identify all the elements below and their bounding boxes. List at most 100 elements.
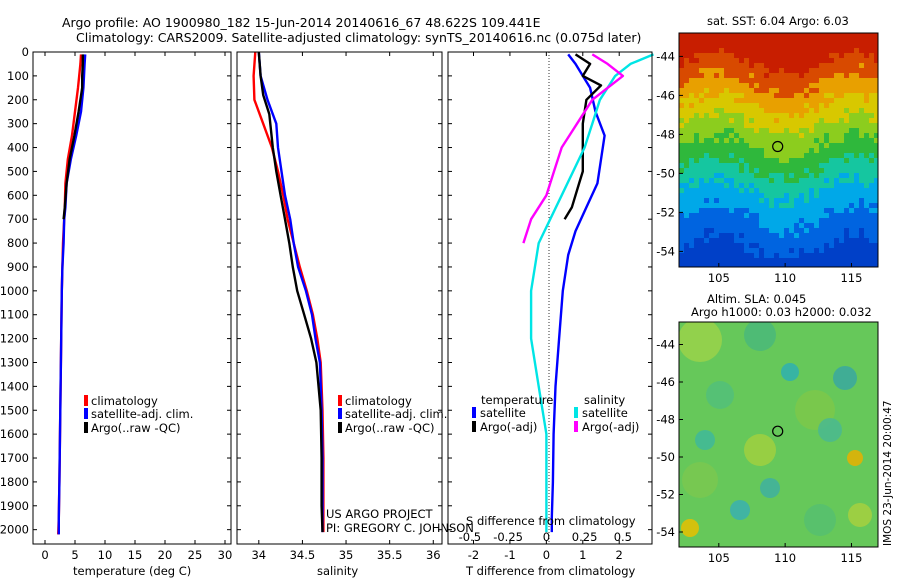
s-difference-xlabel: S difference from climatology: [466, 514, 636, 528]
lat-tick-label: -52: [656, 488, 675, 502]
lat-tick-label: -48: [656, 413, 675, 427]
depth-tick-label: 400: [7, 141, 29, 155]
legend-label-sal-satellite: satellite: [582, 406, 628, 420]
depth-tick-label: 1700: [0, 451, 29, 465]
lat-tick-label: -50: [656, 450, 675, 464]
salinity-legend: climatology satellite-adj. clim. Argo(..…: [338, 394, 447, 435]
legend-label-satellite-adj-clim: satellite-adj. clim.: [345, 407, 447, 421]
sst-map-frame: [678, 32, 879, 268]
imos-stamp: IMOS 23-Jun-2014 20:00:47: [882, 400, 894, 546]
depth-tick-label: 2000: [0, 523, 29, 537]
lon-tick-label: 115: [840, 271, 862, 285]
salinity-plot-frame: [236, 51, 443, 545]
legend-swatch-temp-argo: [472, 421, 476, 432]
lat-tick-label: -54: [656, 244, 675, 258]
depth-tick-label: 300: [7, 117, 29, 131]
depth-tick-label: 1300: [0, 355, 29, 369]
x-tick-label: 10: [98, 548, 113, 562]
legend-label-sal-argo: Argo(-adj): [582, 420, 639, 434]
x-tick-label: 5: [71, 548, 78, 562]
salinity-series: [252, 51, 325, 533]
t-difference-xlabel: T difference from climatology: [465, 564, 636, 578]
lat-tick-label: -50: [656, 166, 675, 180]
legend-swatch-argo: [338, 422, 342, 433]
x-tick-label: 2: [616, 548, 623, 562]
x-tick-label: 25: [188, 548, 203, 562]
legend-label-argo: Argo(..raw -QC): [91, 421, 181, 435]
lat-tick-label: -46: [656, 375, 675, 389]
depth-axis-ticks: 0 100 200 300 400 500 600 700 800 900 1000 1100 1200…: [0, 45, 652, 537]
temperature-axis-ticks: 0 5 10 15 20 25 30: [41, 52, 232, 562]
x-tick-label: 0: [41, 548, 48, 562]
lat-tick-label: -44: [656, 49, 675, 63]
credit-line1: US ARGO PROJECT: [326, 507, 434, 521]
sst-map-pixels: [679, 33, 878, 267]
x-tick-label: 34: [251, 548, 266, 562]
lon-tick-label: 105: [708, 271, 730, 285]
lon-tick-label: 110: [774, 271, 796, 285]
x-tick-label: 20: [158, 548, 173, 562]
difference-plot-frame: [447, 51, 653, 545]
temperature-series: [57, 54, 87, 535]
lat-tick-label: -52: [656, 205, 675, 219]
series-line-argo-adj: [522, 53, 625, 244]
depth-tick-label: 1400: [0, 379, 29, 393]
lat-tick-label: -48: [656, 127, 675, 141]
x-tick-label: 1: [579, 548, 586, 562]
legend-label-temp-argo: Argo(-adj): [480, 420, 537, 434]
x-tick-label: 36: [426, 548, 441, 562]
sla-map-field: [679, 322, 872, 537]
x-tick-label: 30: [218, 548, 233, 562]
series-line-satellite: [529, 53, 654, 533]
argo-position-marker: [772, 140, 784, 153]
s-tick-label: 0.5: [614, 530, 632, 544]
lat-tick-label: -44: [656, 338, 675, 352]
sla-map-frame: [678, 321, 879, 548]
sla-map-title-line1: Altim. SLA: 0.045: [707, 292, 806, 306]
difference-panel: -2 -1 0 1 2 -0.5 -0.25 0 0.25 0.5 T difference f…: [447, 51, 654, 578]
x-tick-label: -2: [468, 548, 479, 562]
x-tick-label: 0: [543, 548, 550, 562]
depth-tick-label: 0: [22, 45, 29, 59]
s-tick-label: 0.25: [572, 530, 598, 544]
depth-tick-label: 100: [7, 69, 29, 83]
legend-swatch-temp-satellite: [472, 407, 476, 418]
depth-tick-label: 700: [7, 212, 29, 226]
series-line-argo-raw-qc: [62, 54, 85, 220]
lon-tick-label: 105: [708, 551, 730, 565]
legend-header-salinity: salinity: [584, 393, 625, 407]
series-line-climatology: [252, 51, 325, 533]
s-tick-label: -0.5: [459, 530, 481, 544]
temperature-plot-frame: [32, 51, 232, 545]
series-line-argo-adj: [563, 53, 603, 220]
salinity-axis-ticks: 34 34.5 35 35.5 36: [251, 52, 441, 562]
s-difference-axis-ticks: -0.5 -0.25 0 0.25 0.5: [459, 530, 632, 544]
depth-tick-label: 1600: [0, 427, 29, 441]
series-line-argo-raw-qc: [257, 51, 324, 533]
t-difference-axis-ticks: -2 -1 0 1 2: [468, 52, 623, 562]
lon-tick-label: 115: [840, 551, 862, 565]
lon-tick-label: 110: [774, 551, 796, 565]
argo-position-marker: [772, 425, 784, 437]
s-tick-label: -0.25: [493, 530, 523, 544]
legend-swatch-sal-argo: [574, 421, 578, 432]
sst-map-title: sat. SST: 6.04 Argo: 6.03: [707, 14, 849, 28]
depth-tick-label: 600: [7, 188, 29, 202]
series-line-satellite: [550, 53, 606, 533]
legend-swatch-satellite-adj-clim: [84, 408, 88, 419]
depth-tick-label: 900: [7, 260, 29, 274]
salinity-xlabel: salinity: [317, 564, 358, 578]
sla-map-title-line2: Argo h1000: 0.03 h2000: 0.032: [691, 305, 872, 319]
lat-tick-label: -54: [656, 525, 675, 539]
salinity-panel: 34 34.5 35 35.5 36 salinity climatology sate…: [236, 51, 474, 578]
legend-swatch-satellite-adj-clim: [338, 408, 342, 419]
x-tick-label: 35.5: [377, 548, 403, 562]
sst-map-ticks: 105 110 115 -44 -46 -48 -50 -52 -54: [656, 49, 862, 285]
depth-tick-label: 200: [7, 93, 29, 107]
depth-tick-label: 1100: [0, 308, 29, 322]
depth-tick-label: 1000: [0, 284, 29, 298]
sst-map: [679, 33, 878, 267]
series-line-satellite-adj-clim: [257, 51, 324, 533]
legend-label-temp-satellite: satellite: [480, 406, 526, 420]
